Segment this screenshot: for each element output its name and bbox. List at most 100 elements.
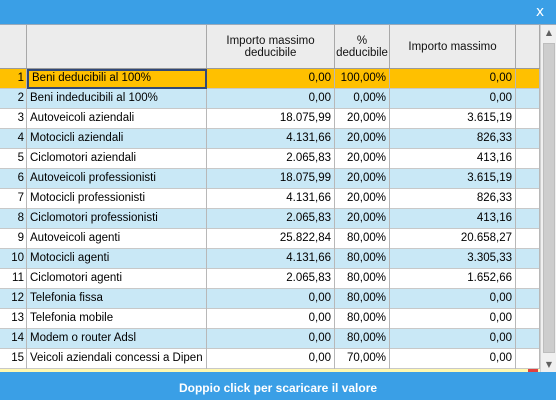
- description-cell[interactable]: Motocicli aziendali: [27, 129, 207, 149]
- max-deductible-cell[interactable]: 18.075,99: [207, 169, 335, 189]
- table-row[interactable]: 15 Veicoli aziendali concessi a Dipen 0,00…: [0, 349, 540, 369]
- max-amount-cell[interactable]: 0,00: [390, 349, 516, 369]
- max-deductible-cell[interactable]: 0,00: [207, 309, 335, 329]
- filler-cell[interactable]: [516, 69, 540, 89]
- filler-cell[interactable]: [516, 169, 540, 189]
- max-amount-cell[interactable]: 0,00: [390, 329, 516, 349]
- table-row[interactable]: 14 Modem o router Adsl 0,00 80,00% 0,00: [0, 329, 540, 349]
- row-number-cell[interactable]: 13: [0, 309, 27, 329]
- row-number-cell[interactable]: 1: [0, 69, 27, 89]
- percent-deductible-cell[interactable]: 0,00%: [335, 89, 390, 109]
- description-cell[interactable]: Autoveicoli aziendali: [27, 109, 207, 129]
- description-cell[interactable]: Ciclomotori agenti: [27, 269, 207, 289]
- max-amount-cell[interactable]: 413,16: [390, 209, 516, 229]
- description-cell[interactable]: Autoveicoli agenti: [27, 229, 207, 249]
- filler-cell[interactable]: [516, 149, 540, 169]
- table-row[interactable]: 13 Telefonia mobile 0,00 80,00% 0,00: [0, 309, 540, 329]
- description-cell[interactable]: Autoveicoli professionisti: [27, 169, 207, 189]
- max-deductible-cell[interactable]: 4.131,66: [207, 249, 335, 269]
- row-number-cell[interactable]: 14: [0, 329, 27, 349]
- row-number-cell[interactable]: 5: [0, 149, 27, 169]
- row-number-cell[interactable]: 8: [0, 209, 27, 229]
- row-number-cell[interactable]: 12: [0, 289, 27, 309]
- table-row[interactable]: 1 Beni deducibili al 100% 0,00 100,00% 0,00: [0, 69, 540, 89]
- row-number-cell[interactable]: 4: [0, 129, 27, 149]
- max-amount-cell[interactable]: 1.652,66: [390, 269, 516, 289]
- filler-cell[interactable]: [516, 329, 540, 349]
- max-deductible-cell[interactable]: 0,00: [207, 89, 335, 109]
- description-cell[interactable]: Telefonia mobile: [27, 309, 207, 329]
- vertical-scrollbar[interactable]: ▲ ▼: [540, 25, 556, 372]
- percent-deductible-cell[interactable]: 20,00%: [335, 209, 390, 229]
- max-amount-cell[interactable]: 413,16: [390, 149, 516, 169]
- row-number-cell[interactable]: 6: [0, 169, 27, 189]
- percent-deductible-cell[interactable]: 20,00%: [335, 129, 390, 149]
- filler-cell[interactable]: [516, 209, 540, 229]
- max-deductible-cell[interactable]: 0,00: [207, 349, 335, 369]
- description-cell[interactable]: Beni indeducibili al 100%: [27, 89, 207, 109]
- scroll-down-icon[interactable]: ▼: [545, 360, 553, 369]
- filler-cell[interactable]: [516, 129, 540, 149]
- row-number-cell[interactable]: 10: [0, 249, 27, 269]
- filler-cell[interactable]: [516, 89, 540, 109]
- percent-deductible-cell[interactable]: 20,00%: [335, 189, 390, 209]
- max-amount-cell[interactable]: 826,33: [390, 189, 516, 209]
- max-amount-cell[interactable]: 0,00: [390, 89, 516, 109]
- percent-deductible-cell[interactable]: 80,00%: [335, 329, 390, 349]
- row-number-cell[interactable]: 15: [0, 349, 27, 369]
- description-cell[interactable]: Telefonia fissa: [27, 289, 207, 309]
- header-max-deductible[interactable]: Importo massimo deducibile: [207, 25, 335, 68]
- description-cell[interactable]: Veicoli aziendali concessi a Dipen: [27, 349, 207, 369]
- table-row[interactable]: 8 Ciclomotori professionisti 2.065,83 20,00…: [0, 209, 540, 229]
- max-deductible-cell[interactable]: 0,00: [207, 69, 335, 89]
- description-cell[interactable]: Beni deducibili al 100%: [27, 69, 207, 89]
- header-max-amount[interactable]: Importo massimo: [390, 25, 516, 68]
- max-deductible-cell[interactable]: 18.075,99: [207, 109, 335, 129]
- filler-cell[interactable]: [516, 249, 540, 269]
- header-description[interactable]: [27, 25, 207, 68]
- close-icon[interactable]: x: [535, 4, 545, 20]
- table-row[interactable]: 10 Motocicli agenti 4.131,66 80,00% 3.305,33: [0, 249, 540, 269]
- table-row[interactable]: 6 Autoveicoli professionisti 18.075,99 20,0…: [0, 169, 540, 189]
- table-row[interactable]: 3 Autoveicoli aziendali 18.075,99 20,00% 3.6…: [0, 109, 540, 129]
- description-cell[interactable]: Ciclomotori professionisti: [27, 209, 207, 229]
- percent-deductible-cell[interactable]: 20,00%: [335, 169, 390, 189]
- max-amount-cell[interactable]: 0,00: [390, 289, 516, 309]
- table-row[interactable]: 4 Motocicli aziendali 4.131,66 20,00% 826,33: [0, 129, 540, 149]
- max-amount-cell[interactable]: 3.305,33: [390, 249, 516, 269]
- max-amount-cell[interactable]: 0,00: [390, 309, 516, 329]
- row-number-cell[interactable]: 9: [0, 229, 27, 249]
- percent-deductible-cell[interactable]: 80,00%: [335, 229, 390, 249]
- percent-deductible-cell[interactable]: 20,00%: [335, 109, 390, 129]
- filler-cell[interactable]: [516, 349, 540, 369]
- description-cell[interactable]: Modem o router Adsl: [27, 329, 207, 349]
- filler-cell[interactable]: [516, 229, 540, 249]
- max-deductible-cell[interactable]: 0,00: [207, 289, 335, 309]
- percent-deductible-cell[interactable]: 80,00%: [335, 309, 390, 329]
- max-deductible-cell[interactable]: 2.065,83: [207, 149, 335, 169]
- header-row-number[interactable]: [0, 25, 27, 68]
- max-amount-cell[interactable]: 3.615,19: [390, 109, 516, 129]
- table-row[interactable]: 11 Ciclomotori agenti 2.065,83 80,00% 1.652,…: [0, 269, 540, 289]
- max-deductible-cell[interactable]: 2.065,83: [207, 209, 335, 229]
- filler-cell[interactable]: [516, 109, 540, 129]
- max-amount-cell[interactable]: 3.615,19: [390, 169, 516, 189]
- table-row[interactable]: 12 Telefonia fissa 0,00 80,00% 0,00: [0, 289, 540, 309]
- filler-cell[interactable]: [516, 269, 540, 289]
- max-deductible-cell[interactable]: 25.822,84: [207, 229, 335, 249]
- row-number-cell[interactable]: 11: [0, 269, 27, 289]
- table-row[interactable]: 9 Autoveicoli agenti 25.822,84 80,00% 20.658…: [0, 229, 540, 249]
- description-cell[interactable]: Motocicli professionisti: [27, 189, 207, 209]
- max-amount-cell[interactable]: 20.658,27: [390, 229, 516, 249]
- row-number-cell[interactable]: 2: [0, 89, 27, 109]
- scroll-up-icon[interactable]: ▲: [545, 28, 553, 37]
- description-cell[interactable]: Ciclomotori aziendali: [27, 149, 207, 169]
- percent-deductible-cell[interactable]: 80,00%: [335, 289, 390, 309]
- percent-deductible-cell[interactable]: 70,00%: [335, 349, 390, 369]
- max-deductible-cell[interactable]: 0,00: [207, 329, 335, 349]
- max-deductible-cell[interactable]: 2.065,83: [207, 269, 335, 289]
- table-row[interactable]: 2 Beni indeducibili al 100% 0,00 0,00% 0,00: [0, 89, 540, 109]
- percent-deductible-cell[interactable]: 100,00%: [335, 69, 390, 89]
- max-amount-cell[interactable]: 0,00: [390, 69, 516, 89]
- row-number-cell[interactable]: 3: [0, 109, 27, 129]
